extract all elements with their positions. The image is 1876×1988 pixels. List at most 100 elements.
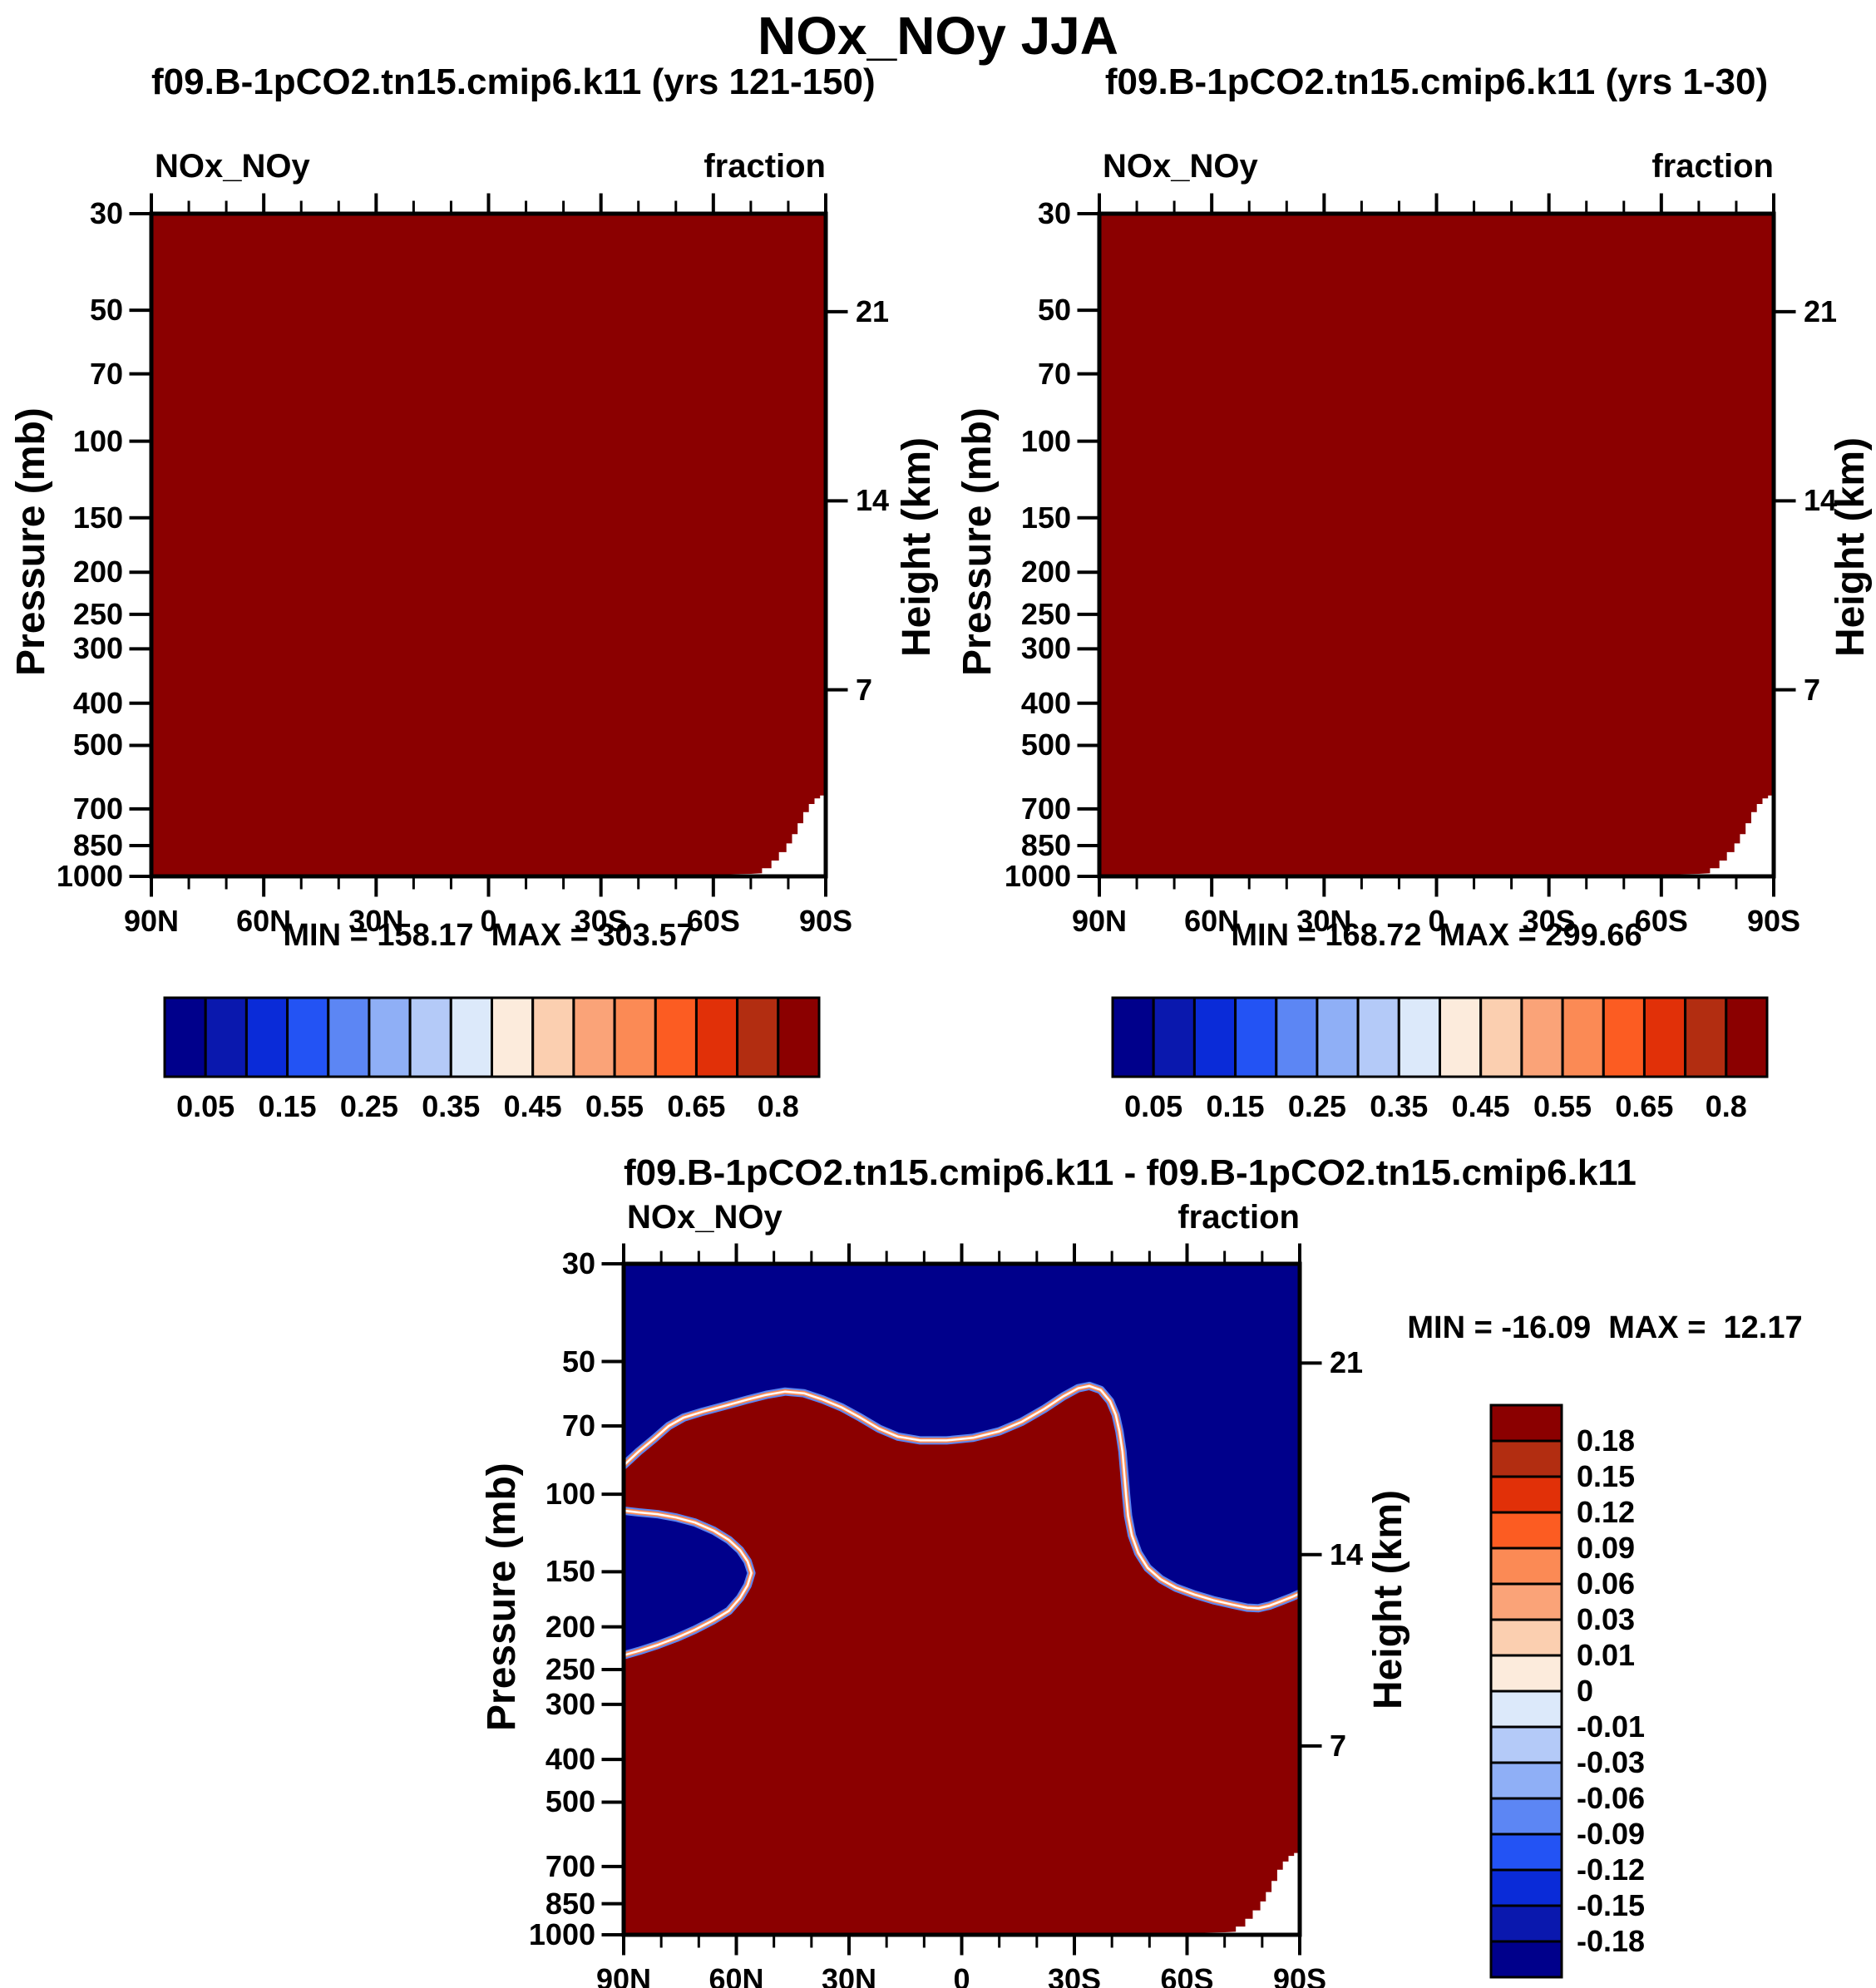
latitude-tick-label: 90S (1272, 1962, 1327, 1988)
colorbar-tick-label: 0.01 (1577, 1638, 1636, 1672)
units-label: fraction (1651, 148, 1774, 185)
colorbar-tick-label: -0.06 (1577, 1781, 1646, 1815)
height-axis-label: Height (km) (1366, 1490, 1410, 1709)
colorbar-tick-label: 0.55 (1533, 1089, 1592, 1123)
height-axis-label: Height (km) (1829, 437, 1873, 657)
min-max-stats: MIN = 158.17 MAX = 303.57 (283, 918, 694, 953)
pressure-tick-label: 50 (89, 293, 123, 328)
colorbar-tick-label: 0.09 (1577, 1531, 1636, 1565)
panel-title-yrs-1-30: f09.B-1pCO2.tn15.cmip6.k11 (yrs 1-30) (1104, 62, 1769, 102)
height-tick-label: 14 (1804, 483, 1838, 518)
latitude-tick-label: 60N (708, 1962, 764, 1988)
latitude-tick-label: 30N (1296, 904, 1352, 938)
pressure-tick-label: 400 (72, 685, 123, 720)
height-tick-label: 14 (856, 483, 890, 518)
colorbar-tick-label: 0.25 (1287, 1089, 1346, 1123)
pressure-tick-label: 300 (545, 1686, 595, 1721)
colorbar-tick-label: 0.65 (667, 1089, 726, 1123)
colorbar-tick-label: -0.18 (1577, 1924, 1646, 1958)
units-label: fraction (1177, 1199, 1300, 1236)
latitude-tick-label: 60S (686, 904, 740, 938)
colorbar-tick-label: -0.01 (1577, 1709, 1646, 1744)
latitude-tick-label: 90N (1071, 904, 1128, 938)
pressure-tick-label: 500 (545, 1784, 595, 1819)
colorbar-tick-label: 0.35 (1370, 1089, 1429, 1123)
units-label: fraction (704, 148, 826, 185)
pressure-tick-label: 150 (1020, 500, 1071, 535)
pressure-tick-label: 200 (545, 1609, 595, 1644)
height-tick-label: 21 (1330, 1345, 1364, 1380)
latitude-tick-label: 60N (236, 904, 292, 938)
pressure-tick-label: 200 (72, 555, 123, 589)
latitude-tick-label: 30S (1522, 904, 1576, 938)
min-max-stats: MIN = -16.09 MAX = 12.17 (1407, 1310, 1803, 1345)
pressure-tick-label: 850 (1020, 828, 1071, 863)
latitude-tick-label: 30S (574, 904, 628, 938)
pressure-tick-label: 400 (1020, 685, 1071, 720)
pressure-tick-label: 30 (561, 1246, 595, 1280)
pressure-tick-label: 30 (89, 196, 123, 230)
latitude-tick-label: 30S (1047, 1962, 1102, 1988)
main-title: NOx_NOy JJA (758, 6, 1118, 66)
pressure-tick-label: 700 (1020, 791, 1071, 826)
colorbar-tick-label: 0.05 (176, 1089, 235, 1123)
pressure-tick-label: 1000 (56, 859, 123, 893)
colorbar-tick-label: 0.15 (1206, 1089, 1265, 1123)
colorbar-tick-label: 0.55 (585, 1089, 644, 1123)
height-axis-label: Height (km) (895, 437, 939, 657)
pressure-tick-label: 1000 (528, 1917, 595, 1951)
latitude-tick-label: 0 (953, 1962, 970, 1988)
pressure-tick-label: 100 (72, 423, 123, 458)
min-max-stats: MIN = 168.72 MAX = 299.66 (1231, 918, 1642, 953)
variable-label: NOx_NOy (1103, 148, 1258, 185)
latitude-tick-label: 90S (1746, 904, 1801, 938)
pressure-tick-label: 70 (1037, 356, 1071, 391)
pressure-tick-label: 150 (545, 1554, 595, 1589)
height-tick-label: 7 (1804, 672, 1821, 707)
colorbar-tick-label: 0.25 (339, 1089, 398, 1123)
pressure-tick-label: 100 (1020, 423, 1071, 458)
colorbar-tick-label: -0.03 (1577, 1745, 1646, 1779)
pressure-tick-label: 200 (1020, 555, 1071, 589)
colorbar-tick-label: 0.03 (1577, 1602, 1636, 1636)
latitude-tick-label: 0 (1428, 904, 1445, 938)
latitude-tick-label: 60S (1160, 1962, 1214, 1988)
colorbar-tick-label: 0.15 (258, 1089, 317, 1123)
panel-title-yrs-121-150: f09.B-1pCO2.tn15.cmip6.k11 (yrs 121-150) (151, 62, 876, 102)
colorbar-tick-label: 0.8 (757, 1089, 799, 1123)
colorbar-tick-label: 0.05 (1124, 1089, 1183, 1123)
variable-label: NOx_NOy (627, 1199, 782, 1236)
colorbar-tick-label: 0 (1577, 1674, 1594, 1708)
height-tick-label: 21 (1804, 294, 1838, 328)
latitude-tick-label: 30N (821, 1962, 877, 1988)
pressure-tick-label: 500 (72, 728, 123, 762)
pressure-tick-label: 850 (545, 1886, 595, 1921)
pressure-tick-label: 70 (561, 1408, 595, 1443)
colorbar-tick-label: 0.06 (1577, 1566, 1636, 1601)
pressure-tick-label: 850 (72, 828, 123, 863)
pressure-tick-label: 700 (545, 1848, 595, 1883)
pressure-tick-label: 300 (1020, 631, 1071, 666)
colorbar-tick-label: -0.15 (1577, 1888, 1646, 1922)
colorbar-tick-label: 0.8 (1705, 1089, 1747, 1123)
panel-title-difference: f09.B-1pCO2.tn15.cmip6.k11 - f09.B-1pCO2… (624, 1152, 1637, 1193)
latitude-tick-label: 90N (123, 904, 180, 938)
height-tick-label: 14 (1330, 1537, 1364, 1571)
pressure-tick-label: 100 (545, 1477, 595, 1512)
height-tick-label: 7 (856, 672, 873, 707)
pressure-tick-label: 250 (545, 1651, 595, 1686)
variable-label: NOx_NOy (155, 148, 310, 185)
latitude-tick-label: 90S (798, 904, 853, 938)
latitude-tick-label: 0 (480, 904, 497, 938)
colorbar-tick-label: 0.18 (1577, 1423, 1636, 1458)
pressure-tick-label: 70 (89, 356, 123, 391)
height-tick-label: 21 (856, 294, 890, 328)
height-tick-label: 7 (1330, 1728, 1347, 1763)
pressure-tick-label: 30 (1037, 196, 1071, 230)
colorbar-tick-label: 0.45 (503, 1089, 562, 1123)
latitude-tick-label: 90N (595, 1962, 652, 1988)
pressure-tick-label: 50 (561, 1344, 595, 1379)
pressure-tick-label: 250 (1020, 596, 1071, 631)
